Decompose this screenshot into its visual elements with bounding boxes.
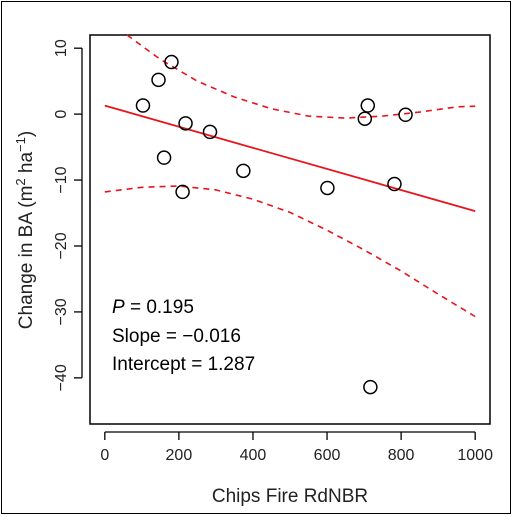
y-axis-title-sup1: 2: [13, 178, 28, 185]
data-point: [236, 163, 251, 179]
y-axis-title: Change in BA (m2 ha−1): [13, 131, 37, 329]
data-point: [175, 184, 190, 200]
x-tick-label: 400: [240, 447, 267, 464]
x-tick-label: 1000: [457, 447, 493, 464]
regression-line: [104, 104, 476, 212]
slope-annotation: Slope = −0.016: [112, 326, 241, 347]
x-tick-label: 0: [100, 447, 109, 464]
x-tick-label: 200: [166, 447, 193, 464]
data-point: [202, 124, 218, 140]
data-point: [164, 54, 179, 70]
p-symbol: P: [112, 297, 125, 318]
y-tick-label: −20: [53, 232, 70, 259]
regression-line-layer: [104, 104, 476, 212]
y-axis-title-main: Change in BA (m: [16, 186, 37, 330]
figure-frame: [1, 1, 511, 514]
data-point: [387, 176, 402, 192]
p-value-annotation: P = 0.195: [112, 297, 194, 318]
data-points-layer: [135, 54, 413, 395]
upper-confidence-band: [126, 34, 476, 119]
x-axis: 0 200 400 600 800 1000: [100, 431, 493, 464]
x-tick-label: 800: [388, 447, 415, 464]
lower-confidence-band: [104, 185, 476, 318]
y-tick-label: 0: [53, 110, 70, 119]
data-point: [398, 107, 413, 123]
y-axis: 10 0 −10 −20 −30 −40: [53, 39, 83, 391]
y-tick-label: 10: [53, 39, 70, 57]
intercept-annotation: Intercept = 1.287: [112, 354, 255, 375]
data-point: [151, 72, 166, 88]
y-tick-label: −30: [53, 298, 70, 325]
x-axis-title: Chips Fire RdNBR: [212, 486, 368, 507]
data-point: [363, 379, 378, 395]
data-point: [320, 180, 335, 196]
p-value: = 0.195: [125, 297, 194, 318]
data-point: [178, 116, 193, 131]
y-tick-label: −40: [53, 364, 70, 391]
data-point: [357, 111, 373, 126]
data-point: [360, 98, 376, 113]
y-axis-title-end: ): [16, 131, 37, 137]
confidence-band-layer: [104, 34, 476, 318]
x-tick-label: 600: [314, 447, 341, 464]
data-point: [156, 150, 172, 165]
data-point: [135, 98, 151, 113]
y-axis-title-sup2: −1: [13, 137, 28, 152]
plot-area-box: [89, 34, 491, 425]
y-tick-label: −10: [53, 166, 70, 193]
y-axis-title-mid: ha: [16, 152, 37, 179]
